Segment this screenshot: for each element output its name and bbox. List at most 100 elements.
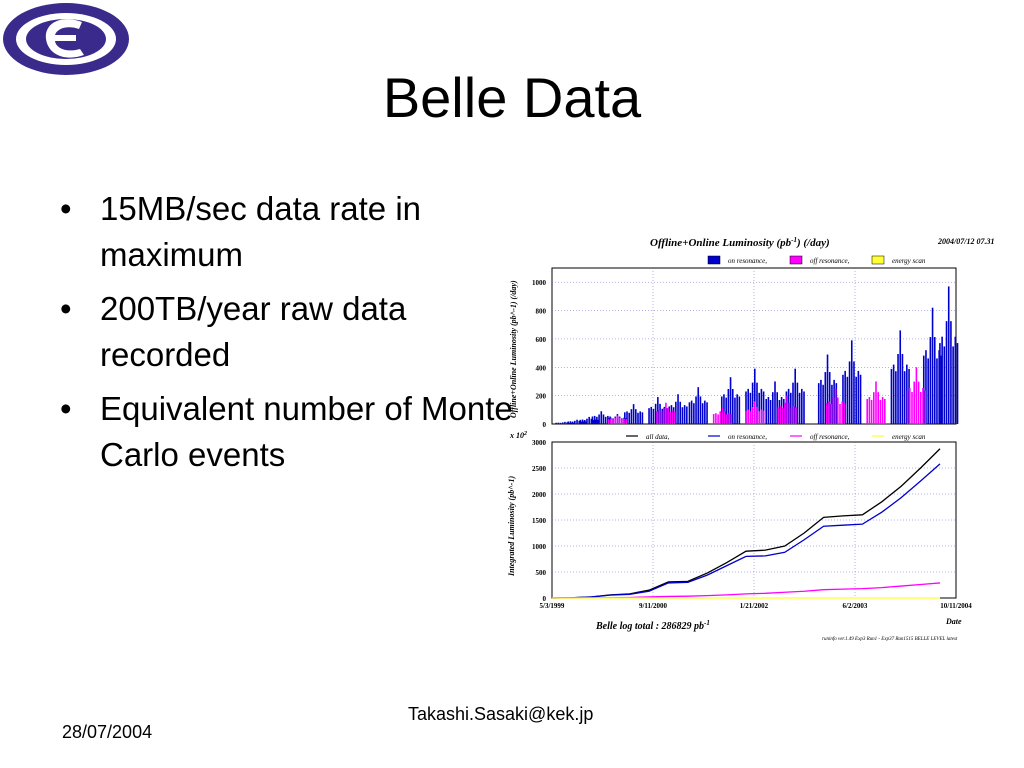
luminosity-bar	[868, 396, 871, 424]
luminosity-bar	[749, 392, 752, 424]
bottom-grid	[552, 442, 956, 598]
luminosity-bar	[915, 367, 918, 424]
luminosity-bar	[801, 388, 803, 424]
luminosity-bar	[792, 405, 795, 424]
luminosity-bar	[929, 337, 932, 424]
bottom-y-tick-label: 1000	[532, 543, 547, 551]
bullet-text: 200TB/year raw data recorded	[100, 290, 407, 373]
footer-email: Takashi.Sasaki@kek.jp	[408, 704, 594, 724]
luminosity-bar	[913, 381, 915, 424]
luminosity-bar	[747, 388, 749, 424]
bullet-dot: •	[60, 290, 72, 327]
luminosity-bar	[579, 419, 582, 424]
luminosity-bar	[723, 411, 726, 424]
luminosity-bar	[667, 408, 669, 424]
legend-off2-label: off resonance,	[810, 433, 850, 441]
luminosity-bar	[596, 416, 598, 424]
luminosity-bar	[688, 402, 691, 424]
luminosity-bar	[656, 411, 658, 424]
luminosity-bar	[781, 408, 784, 424]
legend-off-label: off resonance,	[810, 257, 850, 265]
luminosity-bar	[679, 401, 682, 424]
top-y-ticks: 0 200 400 600 800 1000	[532, 279, 547, 429]
x-tick-label: 9/11/2000	[639, 602, 668, 610]
luminosity-bar	[715, 413, 717, 424]
luminosity-bar	[555, 422, 557, 424]
luminosity-bar	[906, 390, 909, 424]
luminosity-bar	[794, 368, 796, 424]
luminosity-bar	[909, 387, 911, 424]
luminosity-bar	[693, 403, 695, 424]
luminosity-bar	[712, 413, 715, 424]
luminosity-bar	[586, 418, 588, 424]
luminosity-bar	[566, 422, 568, 424]
bottom-y-ticks: 0 500 1000 1500 2000 2500 3000	[532, 439, 547, 603]
luminosity-bar	[776, 392, 778, 424]
luminosity-bar	[625, 418, 628, 424]
legend-scan2-label: energy scan	[892, 433, 926, 441]
luminosity-bar	[853, 361, 855, 424]
luminosity-bar	[616, 415, 619, 424]
luminosity-bar	[795, 407, 797, 424]
luminosity-bar	[758, 411, 760, 424]
luminosity-bar	[839, 404, 841, 424]
footnote: runinfo ver.1.49 Exp3 Run1 - Exp37 Run15…	[822, 637, 958, 642]
luminosity-bar	[660, 412, 663, 424]
luminosity-bar	[803, 391, 805, 424]
luminosity-bar	[652, 408, 655, 424]
luminosity-bar	[628, 412, 630, 424]
luminosity-bar	[925, 350, 927, 424]
luminosity-bar	[569, 421, 572, 424]
legend-swatch-on	[707, 255, 721, 265]
luminosity-bar	[895, 371, 897, 424]
top-y-tick-label: 400	[536, 364, 547, 372]
top-y-axis-label: Offline+Online Luminosity (pb^-1) (/day)	[509, 280, 518, 418]
bullet-item: • 200TB/year raw data recorded	[60, 286, 520, 378]
luminosity-bar	[706, 402, 708, 424]
luminosity-bar	[760, 388, 763, 424]
luminosity-bar	[828, 401, 830, 424]
integrated-line	[551, 463, 941, 599]
luminosity-bar	[686, 406, 688, 424]
luminosity-bar	[570, 422, 573, 424]
luminosity-bar	[774, 381, 776, 424]
luminosity-bar	[822, 384, 824, 424]
luminosity-bar	[846, 376, 849, 424]
luminosity-bar	[749, 411, 752, 424]
bullet-item: • Equivalent number of Monte Carlo events	[60, 386, 520, 478]
luminosity-bar	[841, 401, 843, 424]
luminosity-bar	[630, 409, 633, 424]
top-y-tick-label: 600	[536, 336, 547, 344]
luminosity-bar	[704, 400, 706, 424]
luminosity-bar	[598, 414, 600, 424]
bottom-lines	[551, 448, 941, 599]
log-total: Belle log total : 286829 pb-1	[595, 619, 710, 632]
luminosity-bar	[832, 397, 835, 424]
luminosity-bar	[745, 410, 747, 424]
x-tick-label: 6/2/2003	[843, 602, 868, 610]
luminosity-bar	[769, 400, 772, 424]
luminosity-bar	[945, 321, 948, 424]
top-y-tick-label: 800	[536, 308, 547, 316]
luminosity-bar	[600, 411, 603, 424]
luminosity-bar	[751, 407, 754, 424]
luminosity-bar	[762, 391, 765, 424]
luminosity-bar	[936, 358, 938, 424]
bottom-legend: all data, on resonance, off resonance, e…	[626, 433, 926, 441]
luminosity-bar	[817, 383, 820, 424]
luminosity-bar	[677, 394, 679, 424]
luminosity-bar	[639, 411, 641, 424]
luminosity-bar	[745, 391, 747, 424]
timestamp: 2004/07/12 07.31	[937, 237, 994, 246]
bullet-text: 15MB/sec data rate in maximum	[100, 190, 422, 273]
luminosity-bar	[592, 420, 595, 424]
luminosity-bar	[668, 406, 671, 424]
luminosity-bar	[582, 421, 585, 424]
luminosity-bar	[911, 392, 913, 424]
luminosity-bar	[924, 390, 926, 424]
luminosity-bar	[837, 397, 839, 424]
luminosity-bar	[730, 413, 733, 424]
luminosity-bar	[662, 408, 665, 424]
luminosity-bar	[588, 416, 590, 424]
x-tick-label: 1/21/2002	[740, 602, 769, 610]
